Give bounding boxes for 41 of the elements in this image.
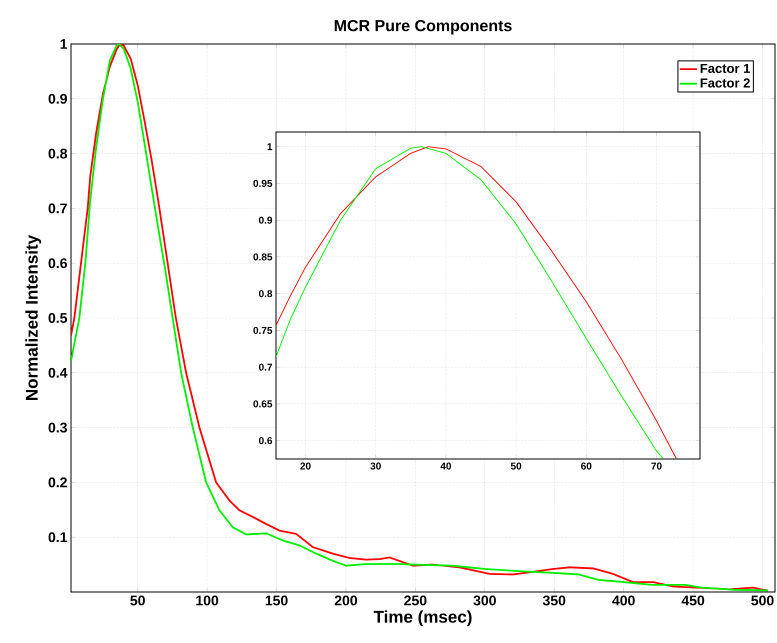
- chart-title: MCR Pure Components: [334, 20, 512, 34]
- y-tick-label: 0.75: [253, 326, 272, 334]
- y-tick-label: 0.1: [48, 532, 68, 542]
- x-tick-label: 30: [370, 462, 381, 470]
- legend-label: Factor 2: [700, 78, 750, 88]
- y-tick-label: 0.5: [48, 313, 68, 323]
- y-tick-label: 1: [268, 143, 272, 150]
- y-tick-label: 0.2: [48, 477, 67, 488]
- x-tick-label: 150: [266, 596, 288, 606]
- y-tick-label: 0.7: [48, 203, 67, 214]
- x-tick-label: 100: [196, 596, 218, 606]
- y-tick-label: 0.7: [258, 364, 272, 371]
- x-tick-label: 450: [682, 596, 704, 606]
- x-tick-label: 500: [751, 596, 774, 606]
- x-axis-title: Time (msec): [374, 610, 472, 626]
- legend-label: Factor 1: [700, 64, 750, 74]
- x-tick-label: 70: [651, 462, 662, 470]
- y-tick-label: 0.65: [253, 400, 272, 408]
- y-tick-label: 0.8: [258, 290, 272, 298]
- y-tick-label: 1: [60, 39, 68, 49]
- x-tick-label: 50: [510, 462, 522, 470]
- x-tick-label: 250: [404, 596, 426, 606]
- y-tick-label: 0.95: [253, 180, 272, 187]
- y-tick-label: 0.3: [48, 422, 67, 433]
- x-tick-label: 60: [581, 462, 592, 470]
- y-tick-label: 0.6: [258, 437, 272, 444]
- y-tick-label: 0.8: [48, 148, 68, 159]
- x-tick-label: 400: [612, 596, 635, 606]
- y-tick-label: 0.6: [48, 258, 67, 268]
- y-tick-label: 0.85: [253, 253, 272, 260]
- line-series: [71, 44, 769, 592]
- y-axis-title: Normalized Intensity: [25, 234, 42, 400]
- x-tick-label: 50: [130, 596, 145, 606]
- x-tick-label: 300: [473, 596, 496, 606]
- x-tick-label: 40: [440, 462, 452, 470]
- y-tick-label: 0.9: [258, 216, 272, 224]
- x-tick-label: 350: [542, 596, 566, 606]
- x-tick-label: 20: [300, 462, 311, 470]
- y-tick-label: 0.9: [48, 94, 67, 104]
- x-tick-label: 200: [334, 596, 358, 606]
- y-tick-label: 0.4: [48, 368, 68, 378]
